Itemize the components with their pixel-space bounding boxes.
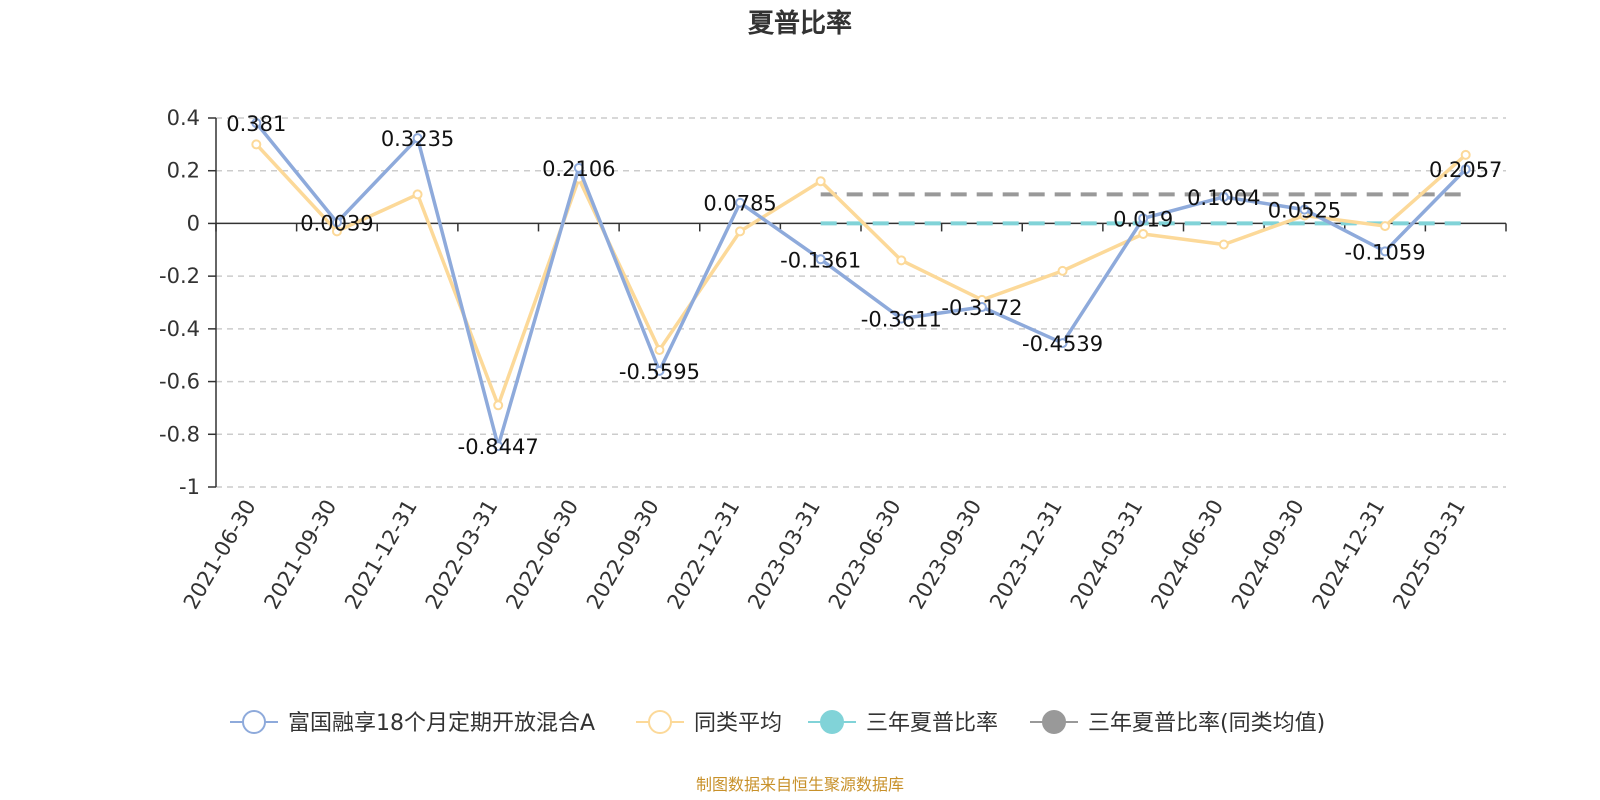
legend-item: 富国融享18个月定期开放混合A [230,710,595,736]
legend-label: 富国融享18个月定期开放混合A [288,711,595,736]
data-point [412,133,423,144]
x-tick-label: 2021-12-31 [340,496,422,614]
data-source-note: 制图数据来自恒生聚源数据库 [696,775,904,794]
legend: 富国融享18个月定期开放混合A 同类平均 三年夏普比率 三年夏普比率(同类均值) [230,710,1325,736]
data-point [735,226,746,237]
data-label: -0.1059 [1345,240,1426,264]
legend-item: 三年夏普比率 [808,710,998,736]
data-label: 0.2057 [1429,158,1502,182]
data-label: -0.1361 [780,248,861,272]
data-point [1138,213,1149,224]
data-label: -0.5595 [619,360,700,384]
legend-swatch-marker [648,710,672,734]
data-point [815,176,826,187]
grid-lines [216,117,1506,488]
series-line [254,121,1467,448]
data-point [896,313,907,324]
data-point [1380,246,1391,257]
x-tick-label: 2023-12-31 [985,496,1067,614]
data-point [493,400,504,411]
legend-swatch-marker [1042,710,1066,734]
data-point [412,189,423,200]
data-label: 0.0525 [1268,199,1341,223]
data-labels: 0.381 0.0039 0.3235 -0.8447 0.2106 -0.5595 0.0… [226,112,1502,459]
x-tick-label: 2024-09-30 [1227,496,1309,614]
data-point [251,139,262,150]
legend-item: 三年夏普比率(同类均值) [1030,710,1325,736]
series-line [255,143,1467,408]
x-tick-label: 2021-09-30 [259,496,341,614]
data-point [654,344,665,355]
data-point [976,302,987,313]
data-point [493,441,504,452]
data-point [573,162,584,173]
data-point [815,254,826,265]
x-tick-label: 2025-03-31 [1388,496,1470,614]
x-tick-label: 2023-09-30 [904,496,986,614]
data-point [331,217,342,228]
y-tick-label: 0.4 [167,106,200,130]
chart-title: 夏普比率 [748,8,852,39]
y-tick-label: -0.6 [159,370,200,394]
data-label: 0.3235 [381,127,454,151]
x-tick-label: 2021-06-30 [179,496,261,614]
x-tick-label: 2024-12-31 [1308,496,1390,614]
data-label: -0.8447 [458,435,539,459]
legend-label: 同类平均 [694,711,782,736]
data-label: -0.3611 [861,308,942,332]
y-tick-label: 0 [187,211,200,235]
data-point [1218,239,1229,250]
data-point [1460,149,1471,160]
data-point [735,197,746,208]
y-tick-label: -0.2 [159,264,200,288]
data-label: 0.381 [226,112,286,136]
y-tick-label: 0.2 [167,159,200,183]
y-tick-label: -0.8 [159,422,200,446]
x-tick-label: 2022-06-30 [501,496,583,614]
data-label: -0.3172 [941,296,1022,320]
y-tick-label: -1 [179,475,200,499]
data-label: 0.2106 [542,157,615,181]
data-point [1057,265,1068,276]
axes: 0.40.20-0.2-0.4-0.6-0.8-12021-06-302021-… [159,106,1507,614]
data-label: 0.0039 [300,211,373,235]
data-label: 0.1004 [1187,186,1260,210]
data-point [654,365,665,376]
x-tick-label: 2024-03-31 [1066,496,1148,614]
data-point [1218,191,1229,202]
legend-label: 三年夏普比率(同类均值) [1088,711,1325,736]
data-label: -0.4539 [1022,332,1103,356]
data-point [896,255,907,266]
x-tick-label: 2024-06-30 [1146,496,1228,614]
data-point [1138,228,1149,239]
series-lines [251,118,1471,452]
legend-label: 三年夏普比率 [866,711,998,736]
data-point [1057,338,1068,349]
legend-swatch-marker [820,710,844,734]
x-tick-label: 2022-09-30 [582,496,664,614]
x-tick-label: 2023-06-30 [824,496,906,614]
y-tick-label: -0.4 [159,317,200,341]
data-label: 0.0785 [703,192,776,216]
legend-swatch-marker [242,710,266,734]
data-label: 0.019 [1113,207,1173,231]
data-point [1299,204,1310,215]
x-tick-label: 2023-03-31 [743,496,825,614]
data-point [1460,164,1471,175]
x-tick-label: 2022-12-31 [663,496,745,614]
reference-lines [820,192,1466,226]
data-point [1380,221,1391,232]
x-tick-label: 2022-03-31 [421,496,503,614]
legend-item: 同类平均 [636,710,782,736]
data-point [251,118,262,129]
